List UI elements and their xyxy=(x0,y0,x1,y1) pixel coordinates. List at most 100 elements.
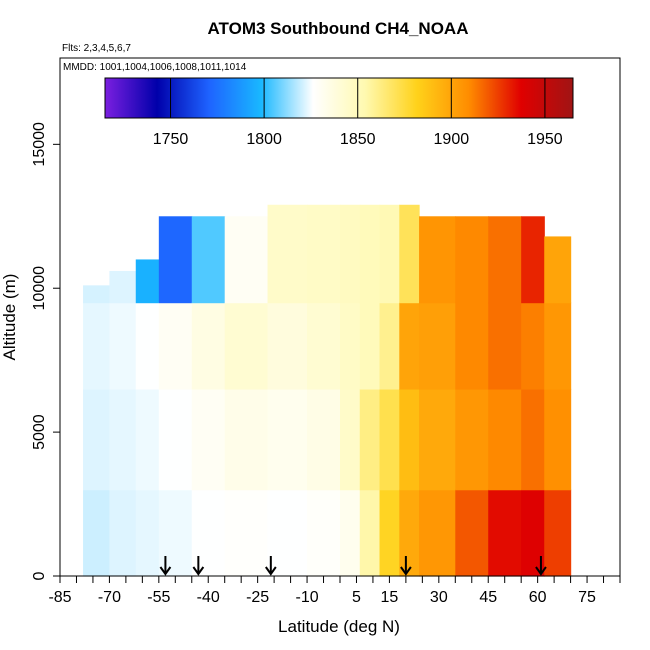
heatmap-cell xyxy=(399,388,420,491)
heatmap-cell xyxy=(359,204,381,304)
x-tick-label: 30 xyxy=(430,589,448,606)
heatmap-cell xyxy=(224,489,269,577)
heatmap-cell xyxy=(307,489,341,577)
y-tick-label: 15000 xyxy=(31,122,48,167)
heatmap-cell xyxy=(488,216,522,304)
x-axis-label: Latitude (deg N) xyxy=(278,617,400,636)
profile-arrow xyxy=(400,556,412,576)
heatmap-cell xyxy=(419,489,456,577)
x-tick-label: -55 xyxy=(147,589,170,606)
dates-note: MMDD: 1001,1004,1006,1008,1011,1014 xyxy=(63,62,247,73)
heatmap-cell xyxy=(307,388,341,491)
flights-note: Flts: 2,3,4,5,6,7 xyxy=(62,43,131,54)
heatmap-cell xyxy=(135,489,160,577)
heatmap-cell xyxy=(83,489,111,577)
x-axis: -85 -70 -55 -40 -25 -10 5 15 30 45 60 75 xyxy=(48,575,621,606)
heatmap-cell xyxy=(307,204,341,304)
heatmap-cell xyxy=(359,302,381,390)
heatmap-cell xyxy=(455,388,489,491)
heatmap-cell xyxy=(521,302,545,390)
heatmap-cell xyxy=(267,388,308,491)
heatmap-cell xyxy=(455,489,489,577)
colorbar-tick-label: 1900 xyxy=(434,131,470,148)
heatmap-cell xyxy=(267,204,308,304)
heatmap-cell xyxy=(399,302,420,390)
chart-title: ATOM3 Southbound CH4_NOAA xyxy=(208,19,469,38)
heatmap-cell xyxy=(109,270,137,304)
heatmap-cell xyxy=(455,302,489,390)
heatmap-cell xyxy=(544,489,572,577)
x-tick-label: -85 xyxy=(48,589,71,606)
y-tick-label: 5000 xyxy=(31,414,48,450)
colorbar xyxy=(104,77,574,119)
profile-arrow xyxy=(265,556,277,576)
heatmap-cell xyxy=(267,302,308,390)
heatmap-cell xyxy=(521,216,545,304)
heatmap-cell xyxy=(307,302,341,390)
heatmap-cell xyxy=(455,216,489,304)
heatmap-cell xyxy=(109,489,137,577)
heatmap-cell xyxy=(419,388,456,491)
profile-arrow-head xyxy=(535,566,547,576)
heatmap-cell xyxy=(191,388,226,491)
heatmap-cell xyxy=(340,302,361,390)
heatmap-cell xyxy=(135,302,160,390)
y-axis: 0 5000 10000 15000 xyxy=(31,122,60,580)
heatmap-cell xyxy=(135,259,160,304)
heatmap-cell xyxy=(340,388,361,491)
heatmap-cell xyxy=(83,285,111,304)
heatmap-cell xyxy=(191,489,226,577)
heatmap-cell xyxy=(521,388,545,491)
colorbar-tick-label: 1750 xyxy=(153,131,189,148)
heatmap-cell xyxy=(267,489,308,577)
x-tick-label: 75 xyxy=(578,589,596,606)
y-axis-label: Altitude (m) xyxy=(0,274,19,361)
x-tick-label: -70 xyxy=(98,589,121,606)
profile-arrow xyxy=(535,556,547,576)
heatmap-cell xyxy=(158,388,193,491)
y-tick-label: 10000 xyxy=(31,266,48,311)
x-tick-label: 15 xyxy=(381,589,399,606)
profile-arrow-head xyxy=(159,566,172,576)
heatmap-cell xyxy=(109,388,137,491)
heatmap-cell xyxy=(544,302,572,390)
heatmap-cell xyxy=(83,388,111,491)
heatmap-cell xyxy=(191,216,226,304)
heatmap-cell xyxy=(224,216,269,304)
profile-arrow xyxy=(159,556,172,576)
colorbar-ticks: 1750 1800 1850 1900 1950 xyxy=(153,78,563,148)
x-tick-label: 60 xyxy=(529,589,547,606)
x-tick-label: 45 xyxy=(479,589,497,606)
plot-area xyxy=(83,204,572,577)
heatmap-cell xyxy=(359,388,381,491)
heatmap-cell xyxy=(521,489,545,577)
heatmap-cell xyxy=(224,388,269,491)
heatmap-cell xyxy=(379,302,400,390)
profile-arrows xyxy=(159,556,547,576)
heatmap-cell xyxy=(488,388,522,491)
heatmap-cell xyxy=(399,204,420,304)
colorbar-tick-label: 1800 xyxy=(246,131,282,148)
profile-arrow-head xyxy=(400,566,412,576)
heatmap-cell xyxy=(359,489,381,577)
heatmap-cell xyxy=(544,236,572,304)
heatmap-cell xyxy=(158,216,193,304)
profile-arrow xyxy=(192,556,205,576)
heatmap-cell xyxy=(224,302,269,390)
colorbar-tick-label: 1850 xyxy=(340,131,376,148)
heatmap-cell xyxy=(158,302,193,390)
heatmap-cell xyxy=(419,302,456,390)
heatmap-cell xyxy=(379,388,400,491)
heatmap-cell xyxy=(109,302,137,390)
heatmap-cell xyxy=(158,489,193,577)
x-tick-label: -10 xyxy=(295,589,318,606)
colorbar-tick-label: 1950 xyxy=(527,131,563,148)
heatmap-cell xyxy=(488,302,522,390)
heatmap-cell xyxy=(399,489,420,577)
x-tick-label: -40 xyxy=(197,589,220,606)
heatmap-cell xyxy=(419,216,456,304)
profile-arrow-head xyxy=(265,566,277,576)
y-tick-label: 0 xyxy=(31,571,48,580)
heatmap-cell xyxy=(340,204,361,304)
